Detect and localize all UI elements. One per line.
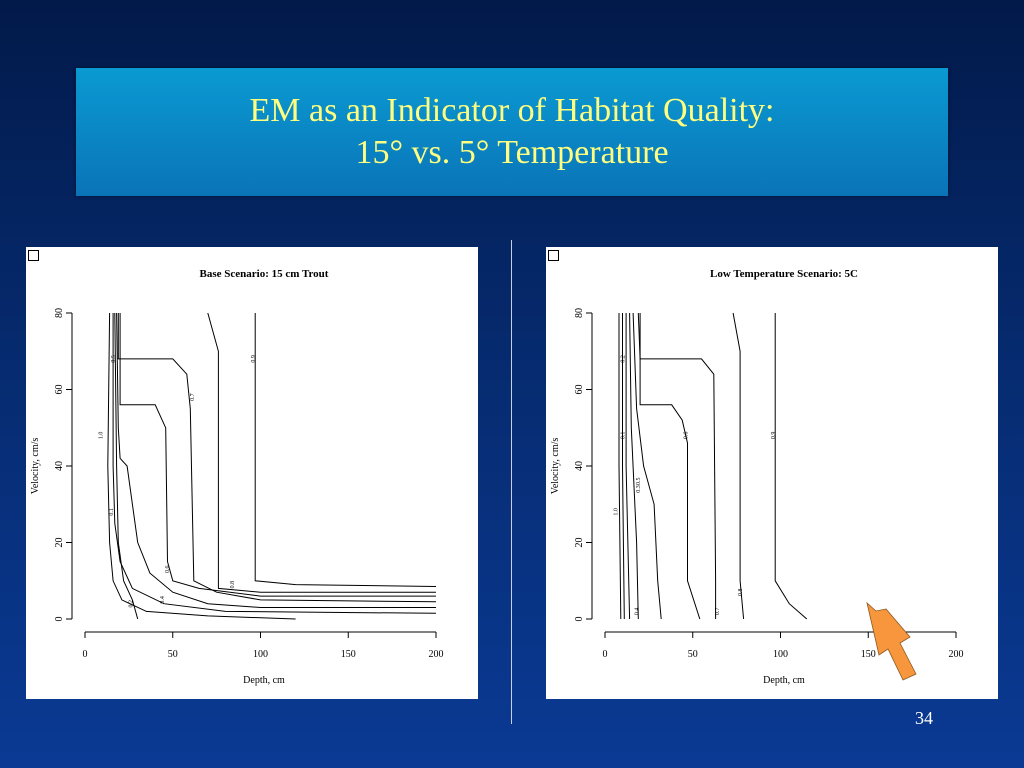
x-tick-label: 200 bbox=[949, 649, 964, 660]
contour-label: 0.4 bbox=[634, 608, 640, 616]
contour-label: 0.4 bbox=[160, 596, 166, 604]
slide-title-box: EM as an Indicator of Habitat Quality: 1… bbox=[76, 68, 948, 196]
x-axis-label: Depth, cm bbox=[763, 675, 805, 686]
contour-label: 0.2 bbox=[128, 600, 134, 608]
contour-label: 0.9 bbox=[251, 355, 257, 363]
chart-title: Base Scenario: 15 cm Trout bbox=[200, 268, 329, 280]
contour-chart-low-temp: Low Temperature Scenario: 5C0 50 100 150 200… bbox=[550, 268, 964, 686]
x-tick-label: 0 bbox=[603, 649, 608, 660]
contour-line-0.7 bbox=[732, 312, 745, 620]
y-tick-label: 80 bbox=[54, 308, 65, 318]
x-tick-label: 50 bbox=[168, 649, 178, 660]
y-axis-label: Velocity, cm/s bbox=[30, 438, 41, 495]
x-tick-label: 100 bbox=[253, 649, 268, 660]
contour-label: 0.7 bbox=[190, 393, 196, 401]
contour-line-1.0 bbox=[107, 312, 296, 620]
contour-label: 0.8 bbox=[230, 581, 236, 589]
contour-line-0.4 bbox=[629, 312, 639, 620]
contour-label: 0.2 bbox=[620, 355, 626, 363]
contour-label: 0.6 bbox=[683, 432, 689, 440]
chart-panel-low-temperature: Low Temperature Scenario: 5C 0 50 100 150 200… bbox=[546, 247, 998, 699]
contour-line-0.1 bbox=[112, 313, 437, 614]
x-tick-label: 0 bbox=[83, 649, 88, 660]
x-tick-label: 150 bbox=[341, 649, 356, 660]
contour-line-0.1 bbox=[622, 313, 625, 620]
contour-line-0.7 bbox=[207, 312, 436, 593]
y-tick-label: 0 bbox=[574, 617, 585, 622]
contour-line-0.2 bbox=[114, 312, 139, 620]
y-tick-label: 20 bbox=[574, 538, 585, 548]
contour-line-0.9 bbox=[254, 313, 437, 587]
contour-line-0.5 bbox=[632, 312, 662, 620]
contour-label: 0.5 bbox=[111, 355, 117, 363]
contour-label: 0.5 bbox=[636, 478, 642, 486]
panel-divider bbox=[511, 240, 512, 724]
contour-line-0.4 bbox=[116, 312, 436, 608]
x-tick-label: 100 bbox=[773, 649, 788, 660]
page-number: 34 bbox=[915, 708, 933, 728]
contour-line-0.3 bbox=[637, 312, 717, 619]
x-axis-label: Depth, cm bbox=[243, 675, 285, 686]
contour-label: 0.8 bbox=[738, 588, 744, 596]
contour-label: 1.0 bbox=[613, 508, 619, 516]
contour-line-0.2 bbox=[625, 313, 631, 620]
highlight-arrow-icon bbox=[866, 601, 917, 681]
y-tick-label: 40 bbox=[54, 461, 65, 471]
x-tick-label: 150 bbox=[861, 649, 876, 660]
y-tick-label: 20 bbox=[54, 538, 65, 548]
contour-line-0.6 bbox=[639, 313, 701, 620]
contour-label: 0.3 bbox=[636, 485, 642, 493]
contour-line-0.9 bbox=[774, 313, 808, 620]
y-tick-label: 80 bbox=[574, 308, 585, 318]
checkbox-icon[interactable] bbox=[28, 250, 39, 261]
contour-label: 1.0 bbox=[99, 432, 105, 440]
x-tick-label: 200 bbox=[429, 649, 444, 660]
contour-label: 0.7 bbox=[715, 608, 721, 616]
y-tick-label: 60 bbox=[574, 385, 585, 395]
contour-label: 0.6 bbox=[165, 566, 171, 574]
y-tick-label: 60 bbox=[54, 385, 65, 395]
contour-label: 0.9 bbox=[771, 432, 777, 440]
chart-title: Low Temperature Scenario: 5C bbox=[710, 268, 858, 280]
x-tick-label: 50 bbox=[688, 649, 698, 660]
slide-title-line-1: EM as an Indicator of Habitat Quality: bbox=[249, 92, 775, 129]
contour-label: 0.1 bbox=[109, 508, 115, 516]
y-tick-label: 40 bbox=[574, 461, 585, 471]
contour-line-1.0 bbox=[618, 313, 622, 620]
contour-label: 0.1 bbox=[620, 432, 626, 440]
contour-line-0.6 bbox=[119, 313, 436, 597]
y-axis-label: Velocity, cm/s bbox=[550, 438, 561, 495]
slide-title-line-2: 15° vs. 5° Temperature bbox=[355, 134, 669, 171]
checkbox-icon[interactable] bbox=[548, 250, 559, 261]
chart-panel-base-scenario: Base Scenario: 15 cm Trout 0 50 100 150 200 De… bbox=[26, 247, 478, 699]
y-tick-label: 0 bbox=[54, 617, 65, 622]
contour-line-0.5 bbox=[117, 313, 437, 603]
